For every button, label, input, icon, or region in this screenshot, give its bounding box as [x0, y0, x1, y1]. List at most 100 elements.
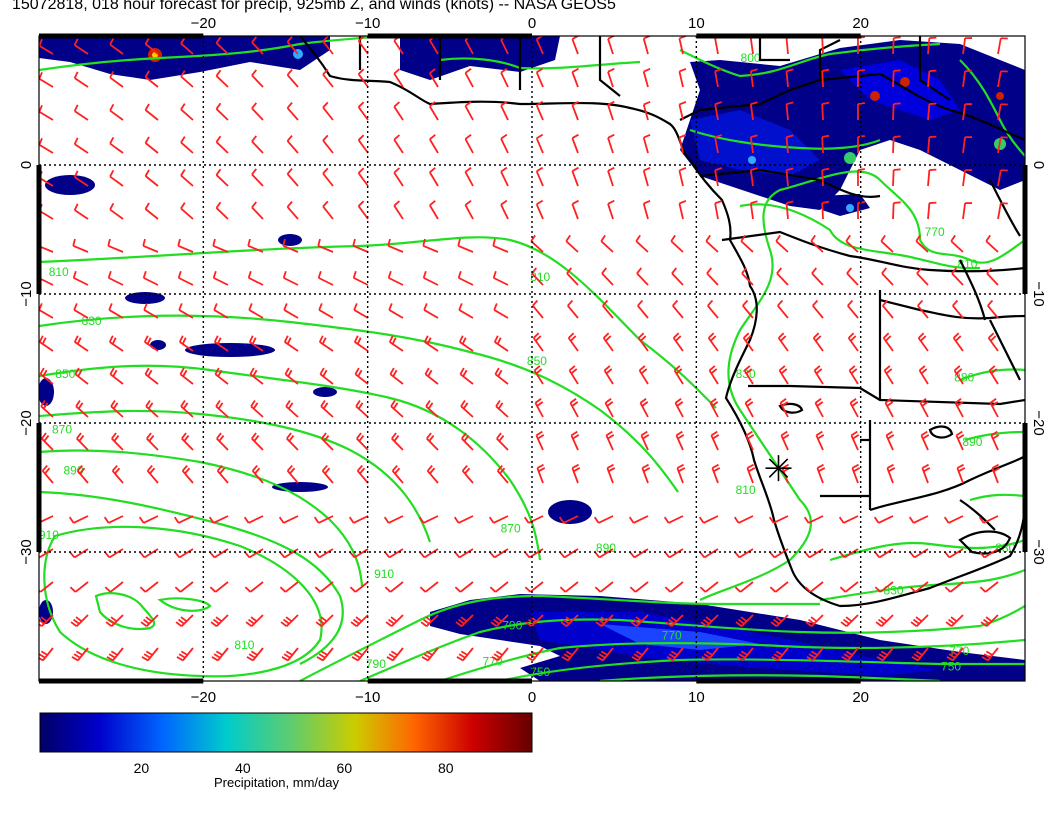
- barb-feather: [461, 337, 467, 345]
- barb-feather: [917, 332, 925, 339]
- barb-feather: [857, 102, 866, 105]
- barb-feather: [147, 369, 153, 377]
- barb-feather: [533, 365, 541, 372]
- barb-feather: [391, 432, 397, 440]
- barb-stem: [607, 71, 614, 88]
- barb-stem: [180, 108, 194, 121]
- barb-feather: [956, 463, 964, 469]
- barb-feather: [955, 368, 963, 375]
- barb-stem: [892, 70, 895, 88]
- barb-feather: [563, 618, 570, 625]
- barb-feather: [666, 656, 674, 662]
- barb-stem: [388, 309, 404, 319]
- barb-feather: [79, 467, 86, 475]
- barb-stem: [535, 104, 544, 121]
- lon-tick-label-bottom: 10: [688, 689, 705, 706]
- barb-feather: [668, 653, 676, 659]
- barb-stem: [531, 272, 544, 286]
- barb-feather: [107, 238, 111, 247]
- barb-feather: [781, 401, 789, 407]
- barb-feather: [707, 332, 715, 339]
- barb-feather: [41, 432, 47, 440]
- barb-stem: [809, 581, 824, 593]
- barb-feather: [746, 401, 754, 407]
- barb-stem: [286, 140, 299, 154]
- barb-stem: [178, 515, 194, 524]
- barb-stem: [393, 205, 404, 220]
- barb-feather: [458, 653, 466, 659]
- barb-feather: [108, 335, 114, 343]
- barb-feather: [570, 335, 577, 342]
- barb-stem: [983, 515, 999, 524]
- barb-stem: [844, 581, 859, 593]
- barb-feather: [462, 369, 468, 377]
- barb-feather: [775, 650, 783, 656]
- barb-feather: [712, 434, 720, 440]
- barb-stem: [846, 272, 859, 286]
- barb-stem: [678, 71, 684, 88]
- barb-stem: [180, 141, 194, 154]
- barb-feather: [42, 402, 49, 410]
- barb-stem: [671, 272, 684, 286]
- barb-feather: [878, 618, 885, 625]
- barb-feather: [317, 238, 321, 247]
- barb-feather: [460, 616, 468, 623]
- barb-feather: [393, 68, 401, 75]
- axis-tick-labels: −20 −20 −10 −10 0 0 10 10 20 20 0 0 −10 −10 −20 −20 −30 −…: [18, 15, 1047, 706]
- barb-feather: [536, 463, 544, 469]
- barb-feather: [857, 168, 866, 171]
- barb-feather: [773, 653, 781, 659]
- barb-stem: [571, 170, 579, 187]
- barb-feather: [426, 432, 432, 440]
- barb-feather: [286, 36, 293, 43]
- barb-stem: [74, 110, 89, 121]
- barb-stem: [637, 305, 649, 319]
- barb-stem: [714, 137, 719, 154]
- barb-feather: [676, 463, 684, 469]
- barb-stem: [144, 208, 159, 220]
- barb-stem: [423, 277, 439, 286]
- barb-stem: [705, 240, 719, 253]
- barb-feather: [640, 430, 648, 437]
- barb-feather: [708, 365, 716, 372]
- barb-stem: [109, 76, 124, 88]
- barb-feather: [139, 551, 146, 559]
- barb-feather: [429, 134, 436, 140]
- barb-feather: [215, 168, 222, 176]
- barb-feather: [571, 133, 579, 139]
- barb-feather: [39, 367, 45, 375]
- barb-stem: [532, 305, 544, 319]
- barb-feather: [851, 463, 859, 469]
- barb-feather: [607, 166, 615, 172]
- barb-stem: [352, 245, 369, 253]
- barb-feather: [108, 303, 113, 311]
- barb-feather: [147, 402, 154, 410]
- barb-feather: [393, 200, 401, 207]
- lon-tick-label-bottom: −10: [355, 689, 380, 706]
- barb-stem: [39, 209, 54, 220]
- barb-stem: [357, 139, 369, 154]
- barb-feather: [146, 337, 152, 345]
- contour-label: 770: [925, 225, 945, 239]
- barb-feather: [252, 402, 259, 410]
- colorbar-label: Precipitation, mm/day: [214, 775, 339, 790]
- barb-feather: [993, 467, 1001, 473]
- barb-stem: [73, 309, 89, 319]
- barb-stem: [773, 548, 789, 559]
- barb-stem: [951, 272, 964, 286]
- barb-feather: [109, 136, 115, 144]
- barb-feather: [73, 137, 79, 145]
- barb-stem: [668, 515, 684, 524]
- barb-feather: [916, 267, 923, 274]
- barb-feather: [536, 199, 544, 206]
- barb-feather: [387, 270, 392, 279]
- barb-stem: [704, 581, 719, 593]
- barb-feather: [950, 650, 958, 656]
- barb-feather: [143, 618, 150, 625]
- star-marker: [765, 455, 792, 482]
- barb-feather: [138, 516, 145, 524]
- barb-feather: [707, 299, 714, 307]
- barb-feather: [523, 516, 530, 524]
- barb-feather: [384, 586, 392, 593]
- barb-stem: [357, 205, 369, 220]
